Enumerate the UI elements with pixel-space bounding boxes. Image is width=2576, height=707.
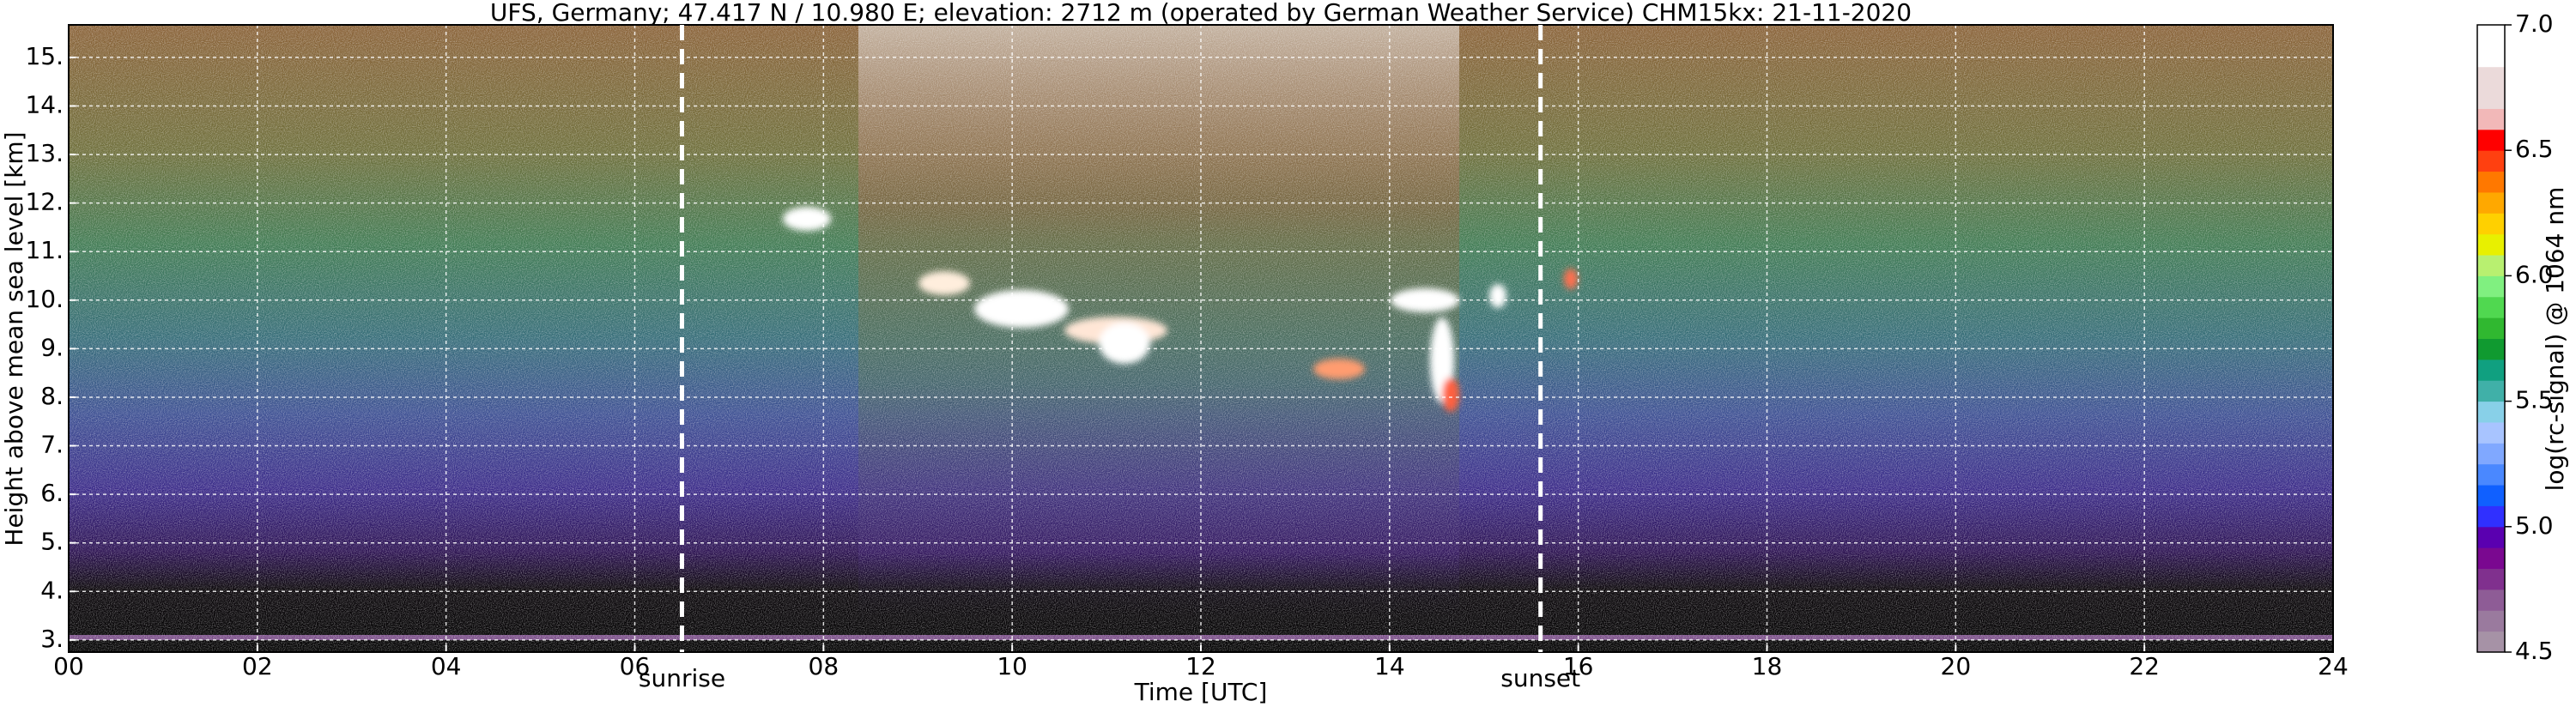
colorbar-segment xyxy=(2477,463,2505,486)
colorbar-segment xyxy=(2477,401,2505,423)
x-axis-label: Time [UTC] xyxy=(1134,678,1268,706)
x-tick-label: 24 xyxy=(2318,652,2349,680)
x-tick-label: 06 xyxy=(620,652,651,680)
y-axis-label: Height above mean sea level [km] xyxy=(0,131,28,546)
annotation: sunset xyxy=(1500,664,1580,692)
y-tick-label: 14. xyxy=(25,90,64,118)
colorbar-segment xyxy=(2477,568,2505,590)
y-tick-label: 13. xyxy=(25,139,64,167)
colorbar-segment xyxy=(2477,359,2505,381)
x-tick-label: 22 xyxy=(2129,652,2160,680)
colorbar-segment xyxy=(2477,610,2505,632)
y-tick-label: 5. xyxy=(40,528,64,556)
colorbar-segment xyxy=(2477,255,2505,276)
y-tick-label: 15. xyxy=(25,42,64,70)
colorbar-segment xyxy=(2477,275,2505,298)
x-tick-label: 16 xyxy=(1563,652,1594,680)
colorbar-tick-label: 5.0 xyxy=(2515,511,2554,540)
colorbar-segment xyxy=(2477,191,2505,214)
colorbar-segment xyxy=(2477,171,2505,193)
x-tick-label: 20 xyxy=(1941,652,1972,680)
y-tick-label: 3. xyxy=(40,625,64,653)
colorbar-segment xyxy=(2477,296,2505,318)
colorbar-segment xyxy=(2477,443,2505,465)
colorbar-segment xyxy=(2477,233,2505,256)
chart-title: UFS, Germany; 47.417 N / 10.980 E; eleva… xyxy=(490,0,1912,27)
colorbar-segment xyxy=(2477,380,2505,402)
colorbar-tick-label: 7.0 xyxy=(2515,9,2554,38)
x-tick-label: 10 xyxy=(997,652,1027,680)
colorbar-segment xyxy=(2477,66,2505,88)
clouds xyxy=(783,207,1578,412)
colorbar-label: log(rc-signal) @ 1064 nm xyxy=(2541,187,2569,492)
x-tick-label: 08 xyxy=(809,652,839,680)
colorbar-segment xyxy=(2477,631,2505,653)
x-tick-label: 18 xyxy=(1752,652,1783,680)
y-tick-label: 7. xyxy=(40,431,64,459)
colorbar-segment xyxy=(2477,88,2505,109)
plot-frame xyxy=(68,24,2334,653)
colorbar-segment xyxy=(2477,108,2505,130)
colorbar-segment xyxy=(2477,45,2505,68)
x-tick-label: 12 xyxy=(1185,652,1216,680)
x-tick-label: 04 xyxy=(431,652,462,680)
colorbar-segment xyxy=(2477,485,2505,506)
colorbar-segment xyxy=(2477,505,2505,528)
annotation: sunrise xyxy=(639,664,725,692)
colorbar-tick-label: 5.5 xyxy=(2515,386,2554,414)
colorbar-tick-label: 6.0 xyxy=(2515,260,2554,288)
x-tick-label: 14 xyxy=(1374,652,1405,680)
noise xyxy=(69,25,2333,652)
colorbar-frame xyxy=(2476,24,2506,653)
colorbar-segment xyxy=(2477,129,2505,151)
colorbar-tick-label: 6.5 xyxy=(2515,135,2554,163)
colorbar-segment xyxy=(2477,421,2505,444)
colorbar-segment xyxy=(2477,150,2505,172)
y-tick-label: 11. xyxy=(25,236,64,264)
colorbar-segment xyxy=(2477,547,2505,570)
y-tick-label: 12. xyxy=(25,188,64,216)
x-tick-label: 00 xyxy=(53,652,84,680)
plot-area xyxy=(69,25,2333,652)
colorbar: 4.5 5.0 5.5 6.0 6.5 7.0 xyxy=(2476,9,2554,665)
colorbar-segment xyxy=(2477,317,2505,339)
colorbar-segment xyxy=(2477,526,2505,548)
x-tick-label: 02 xyxy=(242,652,273,680)
y-tick-label: 4. xyxy=(40,576,64,604)
colorbar-segment xyxy=(2477,589,2505,611)
colorbar-segment xyxy=(2477,338,2505,360)
y-tick-label: 6. xyxy=(40,479,64,507)
y-tick-label: 10. xyxy=(25,285,64,313)
y-tick-label: 8. xyxy=(40,382,64,410)
colorbar-tick-label: 4.5 xyxy=(2515,637,2554,665)
colorbar-segment xyxy=(2477,25,2505,46)
y-tick-label: 9. xyxy=(40,333,64,361)
colorbar-segment xyxy=(2477,213,2505,235)
